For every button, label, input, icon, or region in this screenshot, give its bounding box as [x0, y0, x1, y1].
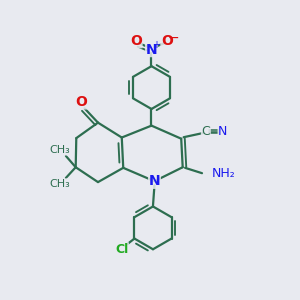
Text: Cl: Cl [115, 243, 128, 256]
Text: N: N [218, 125, 227, 138]
Text: N: N [146, 43, 157, 56]
Text: O: O [76, 95, 88, 109]
Text: N: N [148, 174, 160, 188]
Text: CH₃: CH₃ [50, 145, 70, 155]
Text: +: + [152, 40, 160, 50]
Text: −: − [168, 30, 179, 44]
Text: C: C [202, 125, 210, 138]
Text: NH₂: NH₂ [212, 167, 236, 180]
Text: O: O [161, 34, 173, 48]
Text: CH₃: CH₃ [50, 179, 70, 189]
Text: O: O [130, 34, 142, 48]
